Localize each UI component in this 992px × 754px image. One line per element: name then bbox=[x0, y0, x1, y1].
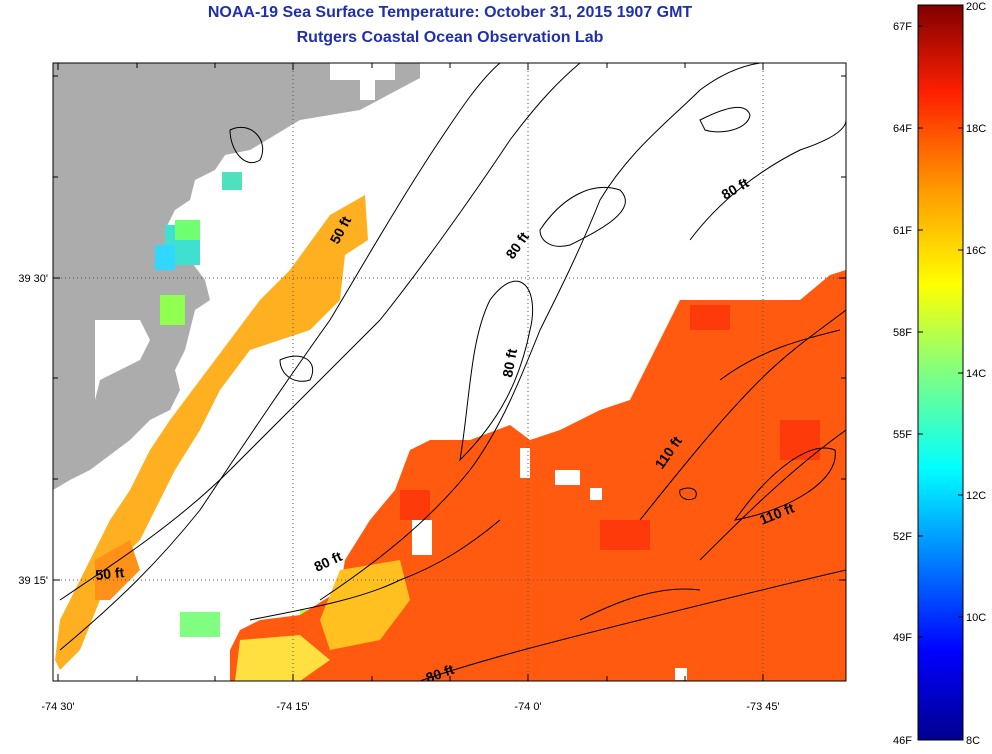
colorbar-c-label: 18C bbox=[966, 123, 986, 135]
lat-tick-label: 39 15' bbox=[18, 575, 48, 587]
hot-spots bbox=[400, 305, 820, 550]
lon-tick-label: -73 45' bbox=[746, 701, 779, 713]
axis-ticks bbox=[53, 63, 846, 681]
land-area bbox=[53, 63, 420, 490]
nearshore-sst bbox=[55, 195, 368, 670]
colorbar-f-label: 49F bbox=[893, 632, 912, 644]
lon-tick-label: -74 0' bbox=[514, 701, 541, 713]
colorbar-c-label: 20C bbox=[966, 1, 986, 13]
cloud-gaps bbox=[412, 448, 687, 680]
transition-sst-patch-2 bbox=[235, 635, 330, 681]
colorbar-f-label: 61F bbox=[893, 225, 912, 237]
nearshore-sst-patch bbox=[95, 540, 140, 600]
depth-contours bbox=[59, 63, 846, 681]
colorbar-c-label: 12C bbox=[966, 490, 986, 502]
colorbar-f-label: 52F bbox=[893, 531, 912, 543]
colorbar-c-label: 8C bbox=[966, 735, 980, 747]
transition-sst-patch bbox=[320, 560, 410, 650]
colorbar: 67F 64F 61F 58F 55F 52F 49F 46F 20C 18C … bbox=[893, 1, 986, 747]
colorbar-c-label: 10C bbox=[966, 612, 986, 624]
lon-tick-label: -74 30' bbox=[41, 701, 74, 713]
coast-gap bbox=[95, 320, 150, 400]
colorbar-f-label: 55F bbox=[893, 429, 912, 441]
colorbar-f-label: 58F bbox=[893, 327, 912, 339]
map-subtitle: Rutgers Coastal Ocean Observation Lab bbox=[296, 29, 604, 46]
lon-tick-label: -74 15' bbox=[276, 701, 309, 713]
colorbar-f-label: 67F bbox=[893, 21, 912, 33]
colorbar-f-label: 46F bbox=[893, 735, 912, 747]
colorbar-gradient bbox=[917, 4, 964, 741]
colorbar-c-label: 14C bbox=[966, 368, 986, 380]
colorbar-c-label: 16C bbox=[966, 245, 986, 257]
colorbar-f-label: 64F bbox=[893, 123, 912, 135]
contour-label: 50 ft bbox=[95, 564, 126, 583]
contour-label: 80 ft bbox=[499, 347, 520, 378]
map-title: NOAA-19 Sea Surface Temperature: October… bbox=[207, 4, 693, 21]
lat-tick-label: 39 30' bbox=[18, 273, 48, 285]
